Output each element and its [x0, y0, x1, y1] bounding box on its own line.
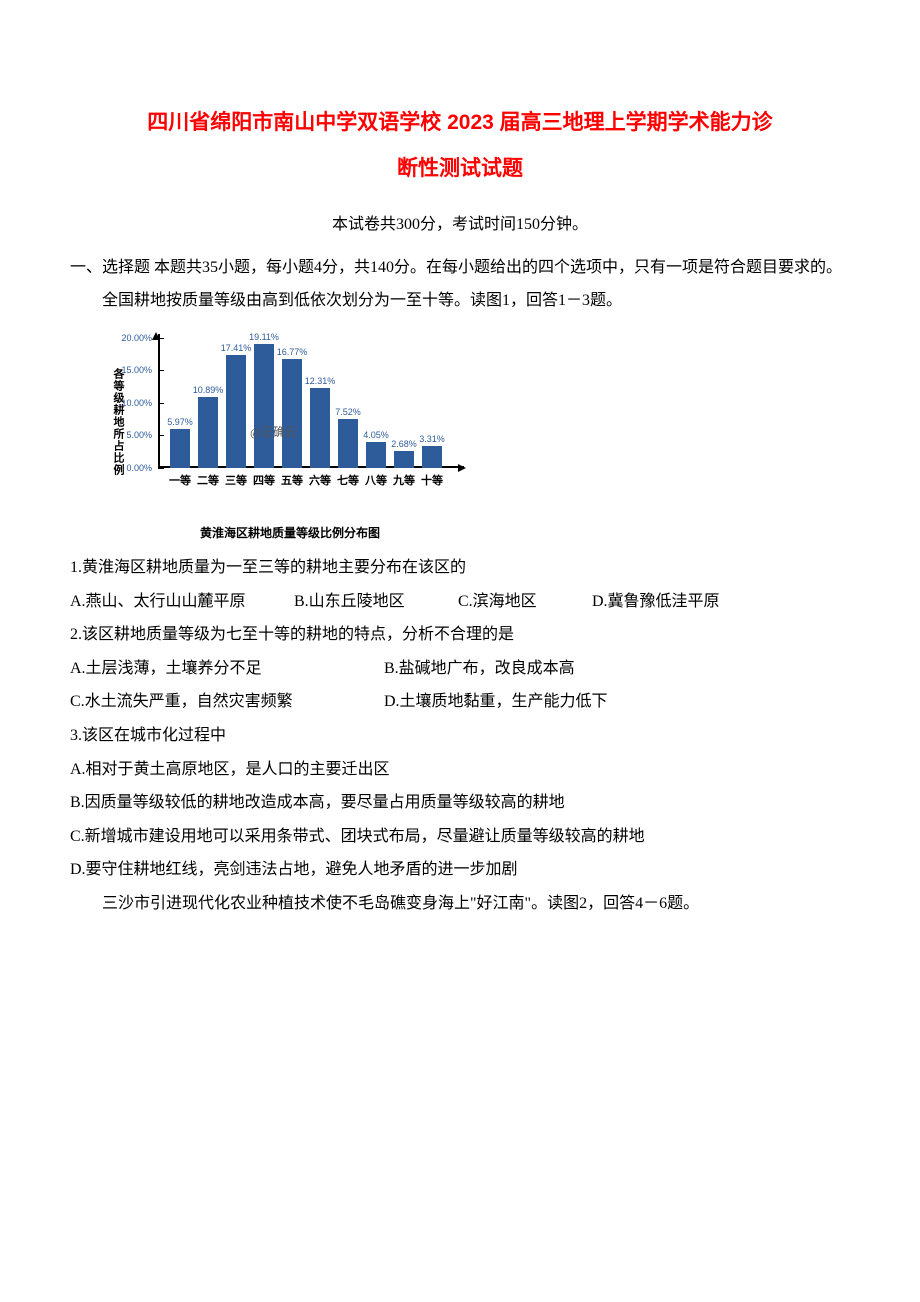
x-tick-label: 十等	[421, 468, 443, 488]
q1-opt-b: B.山东丘陵地区	[294, 585, 454, 619]
chart-bar: 2.68%	[394, 451, 414, 468]
chart-bar: 12.31%	[310, 388, 330, 468]
y-axis	[158, 334, 160, 468]
chart-caption: 黄淮海区耕地质量等级比例分布图	[110, 524, 470, 541]
q3-opt-b: B.因质量等级较低的耕地改造成本高，要尽量占用质量等级较高的耕地	[70, 786, 850, 820]
bar-value-label: 16.77%	[277, 347, 308, 359]
q2-options-row2: C.水土流失严重，自然灾害频繁 D.土壤质地黏重，生产能力低下	[70, 685, 850, 719]
chart-bar: 3.31%	[422, 446, 442, 468]
y-tick-label: 5.00%	[126, 430, 158, 440]
x-tick-label: 四等	[253, 468, 275, 488]
y-tick	[158, 338, 164, 339]
bar-value-label: 5.97%	[167, 417, 193, 429]
x-axis-arrow-icon	[458, 464, 466, 472]
chart-bar: 19.11%	[254, 344, 274, 468]
q1-options: A.燕山、太行山山麓平原 B.山东丘陵地区 C.滨海地区 D.冀鲁豫低洼平原	[70, 585, 850, 619]
title-line-2: 断性测试试题	[397, 157, 523, 180]
q2-opt-b: B.盐碱地广布，改良成本高	[384, 652, 575, 686]
exam-info: 本试卷共300分，考试时间150分钟。	[70, 210, 850, 240]
passage-1: 全国耕地按质量等级由高到低依次划分为一至十等。读图1，回答1－3题。	[70, 284, 850, 318]
chart-y-label: 各等级耕地所占比例	[110, 368, 126, 476]
bar-value-label: 4.05%	[363, 430, 389, 442]
chart-bar: 17.41%	[226, 355, 246, 468]
x-tick-label: 七等	[337, 468, 359, 488]
q3-opt-d: D.要守住耕地红线，亮剑违法占地，避免人地矛盾的进一步加剧	[70, 853, 850, 887]
chart-bar: 5.97%	[170, 429, 190, 468]
bar-chart: 各等级耕地所占比例 0.00%5.00%10.00%15.00%20.00%5.…	[110, 328, 470, 498]
q2-opt-d: D.土壤质地黏重，生产能力低下	[384, 685, 608, 719]
bar-value-label: 2.68%	[391, 439, 417, 451]
bar-value-label: 3.31%	[419, 434, 445, 446]
y-tick	[158, 370, 164, 371]
x-tick-label: 八等	[365, 468, 387, 488]
chart-bar: 16.77%	[282, 359, 302, 468]
q1-opt-c: C.滨海地区	[458, 585, 588, 619]
bar-value-label: 19.11%	[249, 332, 279, 344]
title-line-1: 四川省绵阳市南山中学双语学校 2023 届高三地理上学期学术能力诊	[147, 111, 772, 134]
chart-container: 各等级耕地所占比例 0.00%5.00%10.00%15.00%20.00%5.…	[110, 328, 470, 541]
q1-stem: 1.黄淮海区耕地质量为一至三等的耕地主要分布在该区的	[70, 551, 850, 585]
q3-stem: 3.该区在城市化过程中	[70, 719, 850, 753]
bar-value-label: 17.41%	[221, 343, 252, 355]
document-page: 四川省绵阳市南山中学双语学校 2023 届高三地理上学期学术能力诊 断性测试试题…	[0, 0, 920, 980]
y-tick-label: 0.00%	[126, 463, 158, 473]
bar-value-label: 7.52%	[335, 407, 361, 419]
y-tick	[158, 468, 164, 469]
q3-opt-c: C.新增城市建设用地可以采用条带式、团块式布局，尽量避让质量等级较高的耕地	[70, 820, 850, 854]
section-intro: 一、选择题 本题共35小题，每小题4分，共140分。在每小题给出的四个选项中，只…	[70, 251, 850, 285]
q3-opt-a: A.相对于黄土高原地区，是人口的主要迁出区	[70, 753, 850, 787]
q1-opt-a: A.燕山、太行山山麓平原	[70, 585, 290, 619]
x-tick-label: 一等	[169, 468, 191, 488]
chart-bar: 4.05%	[366, 442, 386, 468]
chart-bar: 7.52%	[338, 419, 358, 468]
bar-value-label: 12.31%	[305, 376, 336, 388]
q1-opt-d: D.冀鲁豫低洼平原	[592, 585, 720, 619]
x-tick-label: 五等	[281, 468, 303, 488]
y-tick	[158, 403, 164, 404]
document-title: 四川省绵阳市南山中学双语学校 2023 届高三地理上学期学术能力诊 断性测试试题	[70, 100, 850, 192]
chart-bar: 10.89%	[198, 397, 218, 468]
y-tick-label: 15.00%	[121, 365, 158, 375]
x-tick-label: 三等	[225, 468, 247, 488]
x-tick-label: 二等	[197, 468, 219, 488]
bar-value-label: 10.89%	[193, 385, 224, 397]
y-tick-label: 20.00%	[121, 333, 158, 343]
passage-2: 三沙市引进现代化农业种植技术使不毛岛礁变身海上"好江南"。读图2，回答4－6题。	[70, 887, 850, 921]
q2-options-row1: A.土层浅薄，土壤养分不足 B.盐碱地广布，改良成本高	[70, 652, 850, 686]
y-tick-label: 10.00%	[121, 398, 158, 408]
q2-opt-c: C.水土流失严重，自然灾害频繁	[70, 685, 380, 719]
q2-stem: 2.该区耕地质量等级为七至十等的耕地的特点，分析不合理的是	[70, 618, 850, 652]
y-tick	[158, 435, 164, 436]
x-tick-label: 九等	[393, 468, 415, 488]
q2-opt-a: A.土层浅薄，土壤养分不足	[70, 652, 380, 686]
chart-plot-area: 0.00%5.00%10.00%15.00%20.00%5.97%一等10.89…	[158, 338, 458, 468]
x-tick-label: 六等	[309, 468, 331, 488]
